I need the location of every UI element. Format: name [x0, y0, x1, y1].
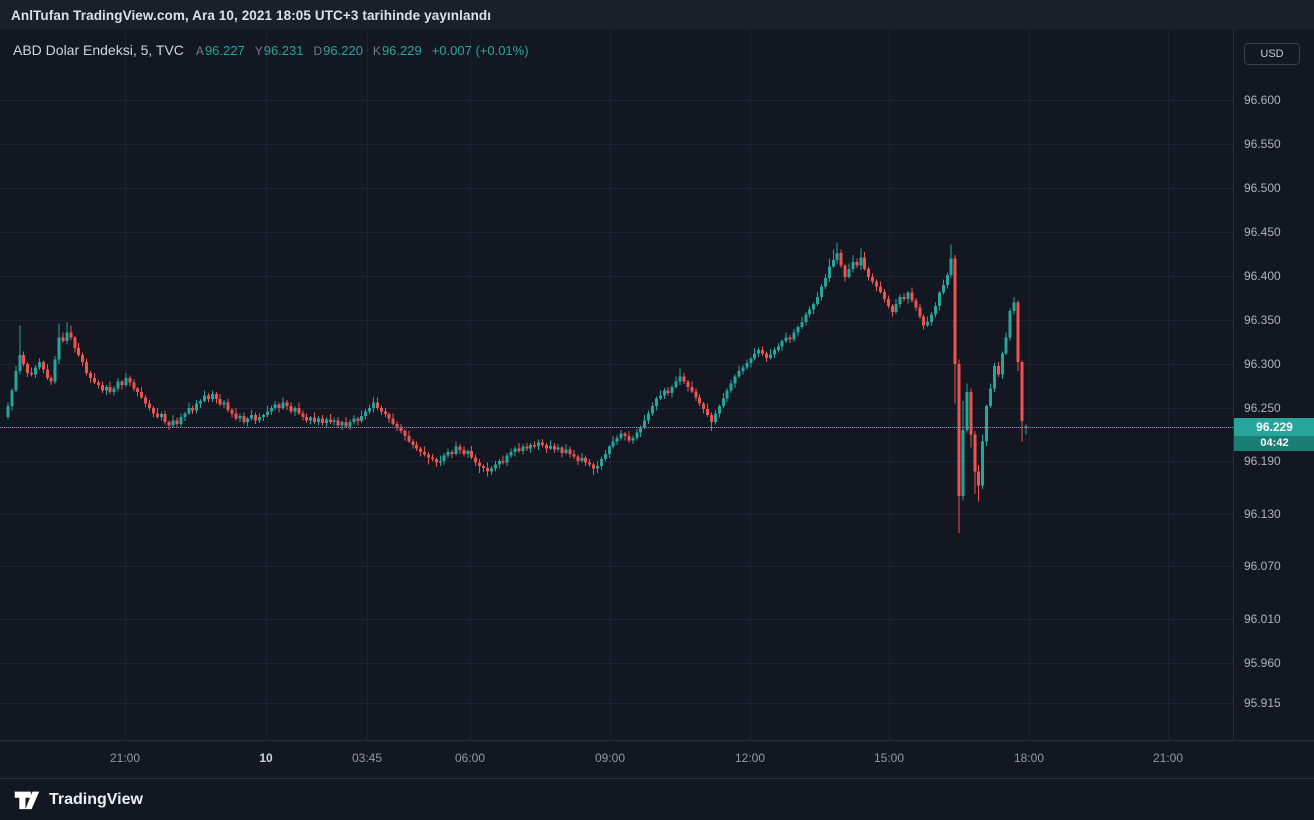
open-value: 96.227: [204, 43, 245, 58]
price-gridline: [0, 364, 1233, 365]
price-axis-label: 96.450: [1244, 225, 1281, 239]
price-axis-label: 96.600: [1244, 93, 1281, 107]
last-price-value: 96.229: [1234, 417, 1314, 436]
price-axis-label: 96.500: [1244, 181, 1281, 195]
time-gridline: [750, 30, 751, 740]
price-gridline: [0, 663, 1233, 665]
symbol-title[interactable]: ABD Dolar Endeksi, 5, TVC: [13, 42, 184, 58]
price-gridline: [0, 144, 1233, 145]
low-label: D: [313, 44, 323, 58]
currency-toggle[interactable]: USD: [1244, 43, 1300, 65]
price-axis-label: 96.400: [1244, 269, 1281, 283]
open-label: A: [195, 44, 204, 58]
time-axis-label: 21:00: [109, 751, 141, 765]
price-axis-label: 95.960: [1244, 656, 1281, 671]
price-axis-label: 96.130: [1244, 506, 1281, 521]
time-gridline: [470, 30, 471, 740]
price-gridline: [0, 320, 1233, 321]
time-axis-label: 18:00: [1013, 751, 1045, 765]
time-axis-label: 10: [259, 751, 273, 765]
price-gridline: [0, 232, 1233, 233]
high-label: Y: [254, 44, 263, 58]
bar-countdown: 04:42: [1234, 435, 1314, 451]
ohlc-readout: A96.227 Y96.231 D96.220 K96.229 +0.007 (…: [196, 43, 529, 58]
ohlc-high: Y96.231: [255, 43, 304, 58]
price-axis-label: 96.070: [1244, 559, 1281, 574]
price-axis-label: 96.190: [1244, 453, 1281, 468]
time-axis-label: 21:00: [1152, 751, 1184, 765]
time-axis-label: 06:00: [454, 751, 486, 765]
time-axis-label: 12:00: [734, 751, 766, 765]
price-gridline: [0, 276, 1233, 277]
time-axis-label: 03:45: [351, 751, 383, 765]
footer-bar: TradingView: [0, 778, 1314, 820]
tradingview-link[interactable]: TradingView: [14, 790, 143, 810]
time-axis-label: 09:00: [594, 751, 626, 765]
change-value: +0.007 (+0.01%): [431, 43, 529, 58]
price-axis-label: 96.350: [1244, 313, 1281, 327]
time-gridline: [266, 30, 267, 740]
price-gridline: [0, 408, 1233, 409]
axis-separator: [0, 740, 1314, 741]
ohlc-open: A96.227: [196, 43, 245, 58]
price-axis-label: 95.915: [1244, 695, 1281, 710]
time-gridline: [367, 30, 368, 740]
brand-name: TradingView: [49, 790, 143, 808]
low-value: 96.220: [323, 43, 363, 58]
candlestick-series: [6, 242, 1028, 533]
price-gridline: [0, 566, 1233, 568]
high-value: 96.231: [263, 43, 304, 58]
time-gridline: [889, 30, 890, 740]
time-gridline: [1168, 30, 1169, 740]
price-axis[interactable]: USD 96.229 04:42 96.600 96.550 96.500 96.45…: [1233, 30, 1314, 740]
close-label: K: [372, 44, 381, 58]
price-gridline: [0, 513, 1233, 515]
close-value: 96.229: [381, 43, 422, 58]
chart-legend: ABD Dolar Endeksi, 5, TVC A96.227 Y96.23…: [13, 42, 529, 58]
last-price-badge: 96.229 04:42: [1234, 417, 1314, 451]
price-gridline: [0, 188, 1233, 189]
time-axis[interactable]: 21:00 10 03:45 06:00 09:00 12:00 15:00 18:00 21:…: [0, 741, 1233, 778]
ohlc-close: K96.229: [373, 43, 422, 58]
time-gridline: [1029, 30, 1030, 740]
price-gridline: [0, 100, 1233, 101]
attribution-text: AnlTufan TradingView.com, Ara 10, 2021 1…: [11, 7, 492, 23]
tradingview-logo: [14, 791, 40, 809]
price-gridline: [0, 460, 1233, 462]
ohlc-low: D96.220: [313, 43, 362, 58]
price-axis-label: 96.550: [1244, 137, 1281, 151]
currency-label: USD: [1260, 48, 1284, 60]
price-gridline: [0, 702, 1233, 704]
time-gridline: [610, 30, 611, 740]
price-gridline: [0, 619, 1233, 621]
chart-pane[interactable]: ABD Dolar Endeksi, 5, TVC A96.227 Y96.23…: [0, 30, 1233, 740]
attribution-bar: AnlTufan TradingView.com, Ara 10, 2021 1…: [0, 0, 1314, 30]
price-axis-label: 96.300: [1244, 357, 1281, 371]
time-axis-label: 15:00: [873, 751, 905, 765]
last-price-line: [0, 426, 1233, 428]
price-axis-label: 96.010: [1244, 612, 1281, 627]
price-axis-label: 96.250: [1244, 401, 1281, 415]
